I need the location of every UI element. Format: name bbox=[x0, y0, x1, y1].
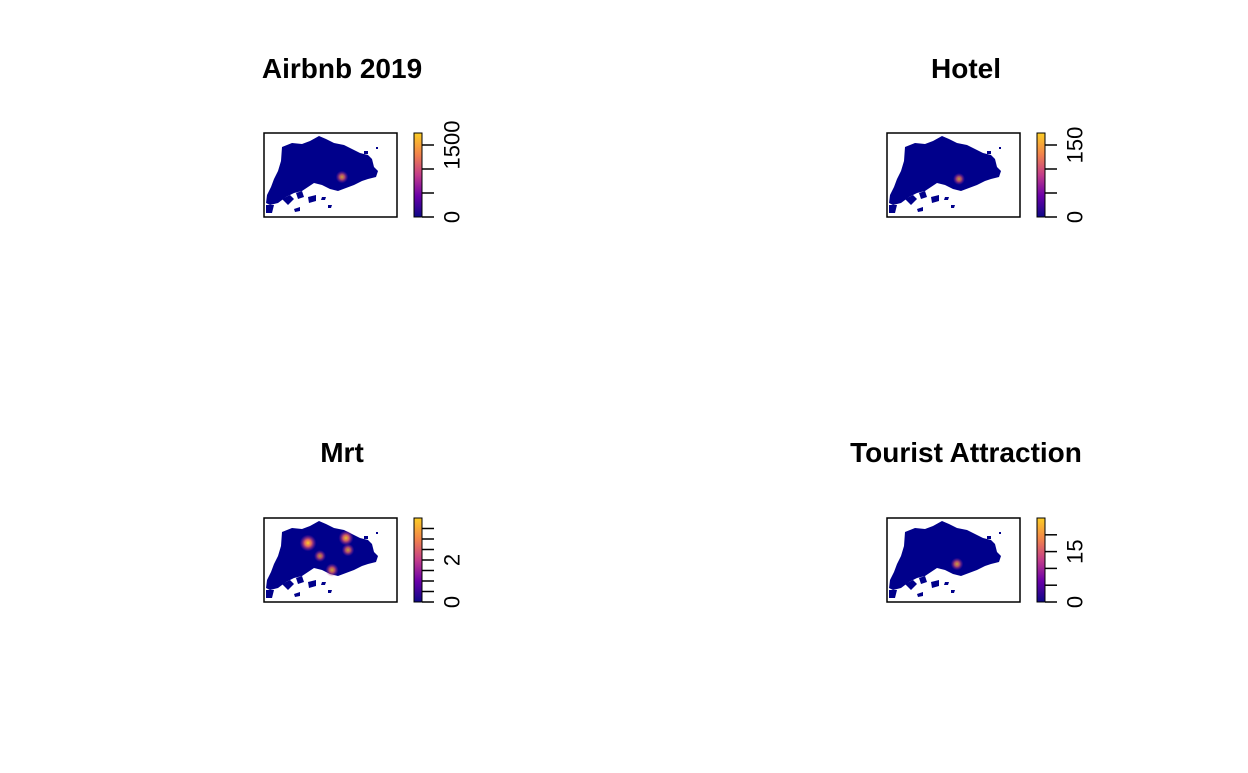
map-raster bbox=[266, 136, 378, 213]
legend-tick-label: 2 bbox=[440, 554, 465, 566]
map-raster bbox=[266, 521, 378, 598]
map-raster bbox=[889, 136, 1001, 213]
legend-colorbar bbox=[413, 517, 423, 603]
panel-4: Tourist Attraction 0 15 bbox=[850, 437, 1087, 608]
map-frame bbox=[263, 517, 398, 603]
map-frame bbox=[886, 132, 1021, 218]
map-frame bbox=[886, 517, 1021, 603]
legend-tick-label: 15 bbox=[1063, 539, 1088, 563]
hotspot bbox=[299, 534, 317, 552]
legend-tick-label: 0 bbox=[1063, 596, 1088, 608]
panel-title: Airbnb 2019 bbox=[262, 53, 422, 84]
legend-colorbar bbox=[1036, 132, 1046, 218]
panel-2: Hotel 0 150 bbox=[886, 53, 1088, 223]
panel-3: Mrt 0 2 bbox=[263, 437, 465, 608]
hotspot bbox=[325, 563, 339, 577]
hotspot bbox=[341, 543, 355, 557]
panel-title: Tourist Attraction bbox=[850, 437, 1082, 468]
hotspot bbox=[953, 173, 965, 185]
map-raster bbox=[889, 521, 1001, 598]
panel-title: Hotel bbox=[931, 53, 1001, 84]
panel-title: Mrt bbox=[320, 437, 364, 468]
hotspot bbox=[338, 530, 354, 546]
legend-colorbar bbox=[1036, 517, 1046, 603]
hotspot bbox=[335, 170, 349, 184]
legend-tick-label: 0 bbox=[440, 211, 465, 223]
legend-tick-label: 150 bbox=[1063, 127, 1088, 164]
legend-colorbar bbox=[413, 132, 423, 218]
panel-1: Airbnb 2019 0 1500 bbox=[262, 53, 465, 223]
map-frame bbox=[263, 132, 398, 218]
hotspot bbox=[950, 557, 964, 571]
legend-tick-label: 0 bbox=[440, 596, 465, 608]
hotspot bbox=[314, 550, 326, 562]
legend-tick-label: 1500 bbox=[440, 121, 465, 170]
legend-tick-label: 0 bbox=[1063, 211, 1088, 223]
